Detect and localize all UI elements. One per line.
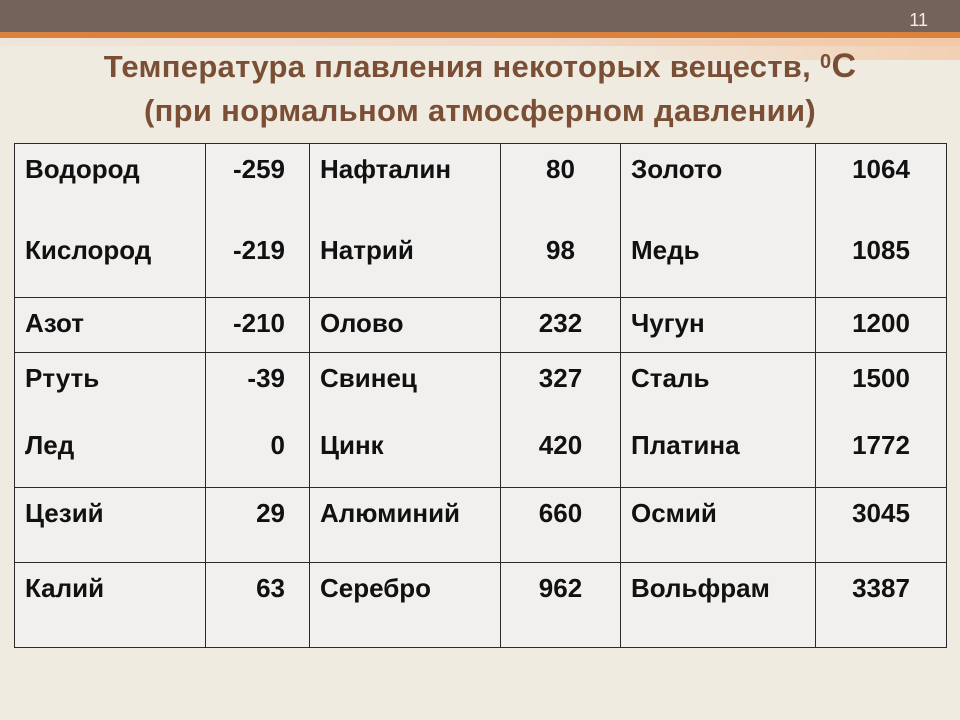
substance-name: Платина (631, 430, 740, 460)
substance-name: Алюминий (320, 498, 461, 528)
melting-point-value: -210 (232, 308, 285, 338)
melting-point-cell: 232 (500, 297, 621, 353)
substance-name: Медь (631, 235, 700, 265)
substance-name-cell: Серебро (309, 562, 501, 648)
melting-point-value: 1200 (852, 308, 910, 338)
accent-stripe (0, 32, 960, 38)
melting-point-value: 3045 (852, 498, 910, 528)
substance-name: Цинк (320, 430, 384, 460)
substance-name-cell: Вольфрам (620, 562, 816, 648)
melting-point-value: 1085 (852, 235, 910, 265)
melting-point-table: Водород Кислород -259 -219 Нафталин Натрий 80 9… (14, 143, 947, 648)
title-unit: С (831, 47, 857, 85)
substance-name: Нафталин (320, 154, 452, 184)
melting-point-value: 660 (538, 498, 583, 528)
substance-name-cell: Осмий (620, 487, 816, 563)
table-row: Цезий 29 Алюминий 660 Осмий 3045 (14, 487, 947, 563)
melting-point-value: -219 (232, 235, 285, 265)
melting-point-value: 29 (256, 498, 285, 528)
substance-name: Чугун (631, 308, 705, 338)
table-row: Азот -210 Олово 232 Чугун 1200 (14, 297, 947, 353)
melting-point-cell: 327 420 (500, 352, 621, 488)
substance-name: Кислород (25, 235, 152, 265)
slide-title: Температура плавления некоторых веществ,… (0, 44, 960, 133)
melting-point-value: 1500 (852, 363, 910, 393)
substance-name: Калий (25, 573, 105, 603)
melting-point-value: 420 (538, 430, 583, 460)
substance-name: Серебро (320, 573, 432, 603)
melting-point-cell: 1200 (815, 297, 947, 353)
substance-name-cell: Чугун (620, 297, 816, 353)
substance-name-cell: Ртуть Лед (14, 352, 206, 488)
melting-point-value: 98 (546, 235, 575, 265)
substance-name-cell: Сталь Платина (620, 352, 816, 488)
substance-name: Цезий (25, 498, 104, 528)
substance-name: Вольфрам (631, 573, 770, 603)
table-row: Калий 63 Серебро 962 Вольфрам 3387 (14, 562, 947, 648)
melting-point-cell: 63 (205, 562, 310, 648)
page-number: 11 (909, 10, 928, 30)
light-stripe (0, 38, 960, 46)
substance-name-cell: Цезий (14, 487, 206, 563)
melting-point-cell: 80 98 (500, 143, 621, 298)
substance-name: Осмий (631, 498, 717, 528)
melting-point-cell: 962 (500, 562, 621, 648)
melting-point-value: 80 (546, 154, 575, 184)
degree-superscript: 0 (820, 51, 832, 73)
substance-name-cell: Олово (309, 297, 501, 353)
melting-point-value: 0 (270, 430, 285, 460)
substance-name: Олово (320, 308, 404, 338)
substance-name-cell: Нафталин Натрий (309, 143, 501, 298)
melting-point-cell: -259 -219 (205, 143, 310, 298)
title-text: Температура плавления некоторых веществ, (103, 49, 812, 84)
melting-point-value: 63 (256, 573, 285, 603)
melting-point-cell: -39 0 (205, 352, 310, 488)
header-band (0, 0, 960, 32)
melting-point-cell: 1500 1772 (815, 352, 947, 488)
melting-point-value: 232 (538, 308, 583, 338)
substance-name-cell: Азот (14, 297, 206, 353)
table-row: Ртуть Лед -39 0 Свинец Цинк 327 420 Сталь Платина… (14, 352, 947, 488)
table-row: Водород Кислород -259 -219 Нафталин Натрий 80 9… (14, 143, 947, 298)
substance-name: Азот (25, 308, 85, 338)
substance-name-cell: Калий (14, 562, 206, 648)
melting-point-cell: 3045 (815, 487, 947, 563)
melting-point-value: 1772 (852, 430, 910, 460)
substance-name-cell: Золото Медь (620, 143, 816, 298)
substance-name-cell: Свинец Цинк (309, 352, 501, 488)
melting-point-cell: 3387 (815, 562, 947, 648)
melting-point-cell: -210 (205, 297, 310, 353)
substance-name: Лед (25, 430, 75, 460)
melting-point-value: 327 (538, 363, 583, 393)
melting-point-value: -259 (232, 154, 285, 184)
melting-point-value: 1064 (852, 154, 910, 184)
substance-name: Сталь (631, 363, 710, 393)
melting-point-value: -39 (247, 363, 285, 393)
stripe-glow (570, 40, 960, 60)
substance-name: Ртуть (25, 363, 100, 393)
substance-name: Водород (25, 154, 140, 184)
title-line-2: (при нормальном атмосферном давлении) (144, 93, 816, 128)
title-line-1: Температура плавления некоторых веществ,… (0, 44, 960, 89)
melting-point-cell: 29 (205, 487, 310, 563)
substance-name: Натрий (320, 235, 414, 265)
substance-name-cell: Водород Кислород (14, 143, 206, 298)
substance-name: Золото (631, 154, 723, 184)
melting-point-cell: 1064 1085 (815, 143, 947, 298)
melting-point-value: 3387 (852, 573, 910, 603)
substance-name: Свинец (320, 363, 417, 393)
melting-point-value: 962 (538, 573, 583, 603)
melting-point-cell: 660 (500, 487, 621, 563)
substance-name-cell: Алюминий (309, 487, 501, 563)
